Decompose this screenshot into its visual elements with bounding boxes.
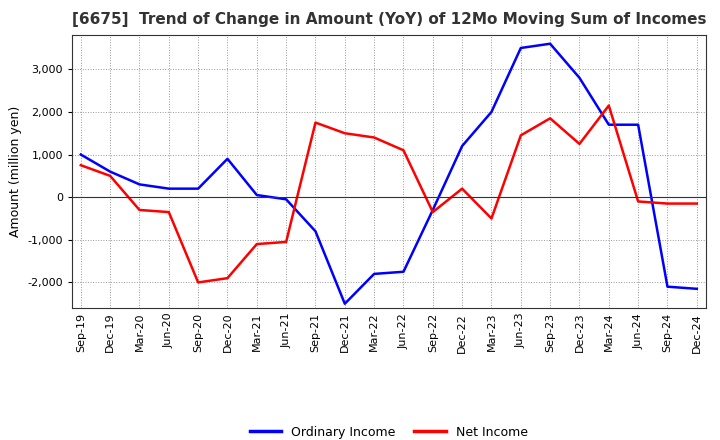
Net Income — [341, 131, 349, 136]
Legend: Ordinary Income, Net Income: Ordinary Income, Net Income — [245, 421, 533, 440]
Net Income — [399, 148, 408, 153]
Net Income — [546, 116, 554, 121]
Ordinary Income — [546, 41, 554, 46]
Ordinary Income — [164, 186, 173, 191]
Line: Net Income: Net Income — [81, 106, 697, 282]
Ordinary Income — [311, 229, 320, 234]
Ordinary Income — [516, 45, 525, 51]
Net Income — [605, 103, 613, 108]
Ordinary Income — [428, 207, 437, 213]
Net Income — [663, 201, 672, 206]
Ordinary Income — [106, 169, 114, 174]
Net Income — [135, 207, 144, 213]
Ordinary Income — [223, 156, 232, 161]
Net Income — [370, 135, 379, 140]
Ordinary Income — [341, 301, 349, 306]
Net Income — [253, 242, 261, 247]
Ordinary Income — [370, 271, 379, 276]
Net Income — [575, 141, 584, 147]
Net Income — [428, 209, 437, 215]
Ordinary Income — [605, 122, 613, 127]
Ordinary Income — [399, 269, 408, 275]
Ordinary Income — [693, 286, 701, 291]
Ordinary Income — [634, 122, 642, 127]
Net Income — [487, 216, 496, 221]
Net Income — [634, 199, 642, 204]
Net Income — [164, 209, 173, 215]
Net Income — [311, 120, 320, 125]
Ordinary Income — [194, 186, 202, 191]
Title: [6675]  Trend of Change in Amount (YoY) of 12Mo Moving Sum of Incomes: [6675] Trend of Change in Amount (YoY) o… — [71, 12, 706, 27]
Net Income — [282, 239, 290, 245]
Ordinary Income — [76, 152, 85, 157]
Line: Ordinary Income: Ordinary Income — [81, 44, 697, 304]
Ordinary Income — [135, 182, 144, 187]
Y-axis label: Amount (million yen): Amount (million yen) — [9, 106, 22, 237]
Ordinary Income — [458, 143, 467, 149]
Net Income — [106, 173, 114, 179]
Net Income — [516, 133, 525, 138]
Ordinary Income — [282, 197, 290, 202]
Net Income — [458, 186, 467, 191]
Ordinary Income — [663, 284, 672, 290]
Ordinary Income — [575, 75, 584, 81]
Ordinary Income — [253, 192, 261, 198]
Ordinary Income — [487, 109, 496, 114]
Net Income — [693, 201, 701, 206]
Net Income — [76, 162, 85, 168]
Net Income — [223, 275, 232, 281]
Net Income — [194, 280, 202, 285]
